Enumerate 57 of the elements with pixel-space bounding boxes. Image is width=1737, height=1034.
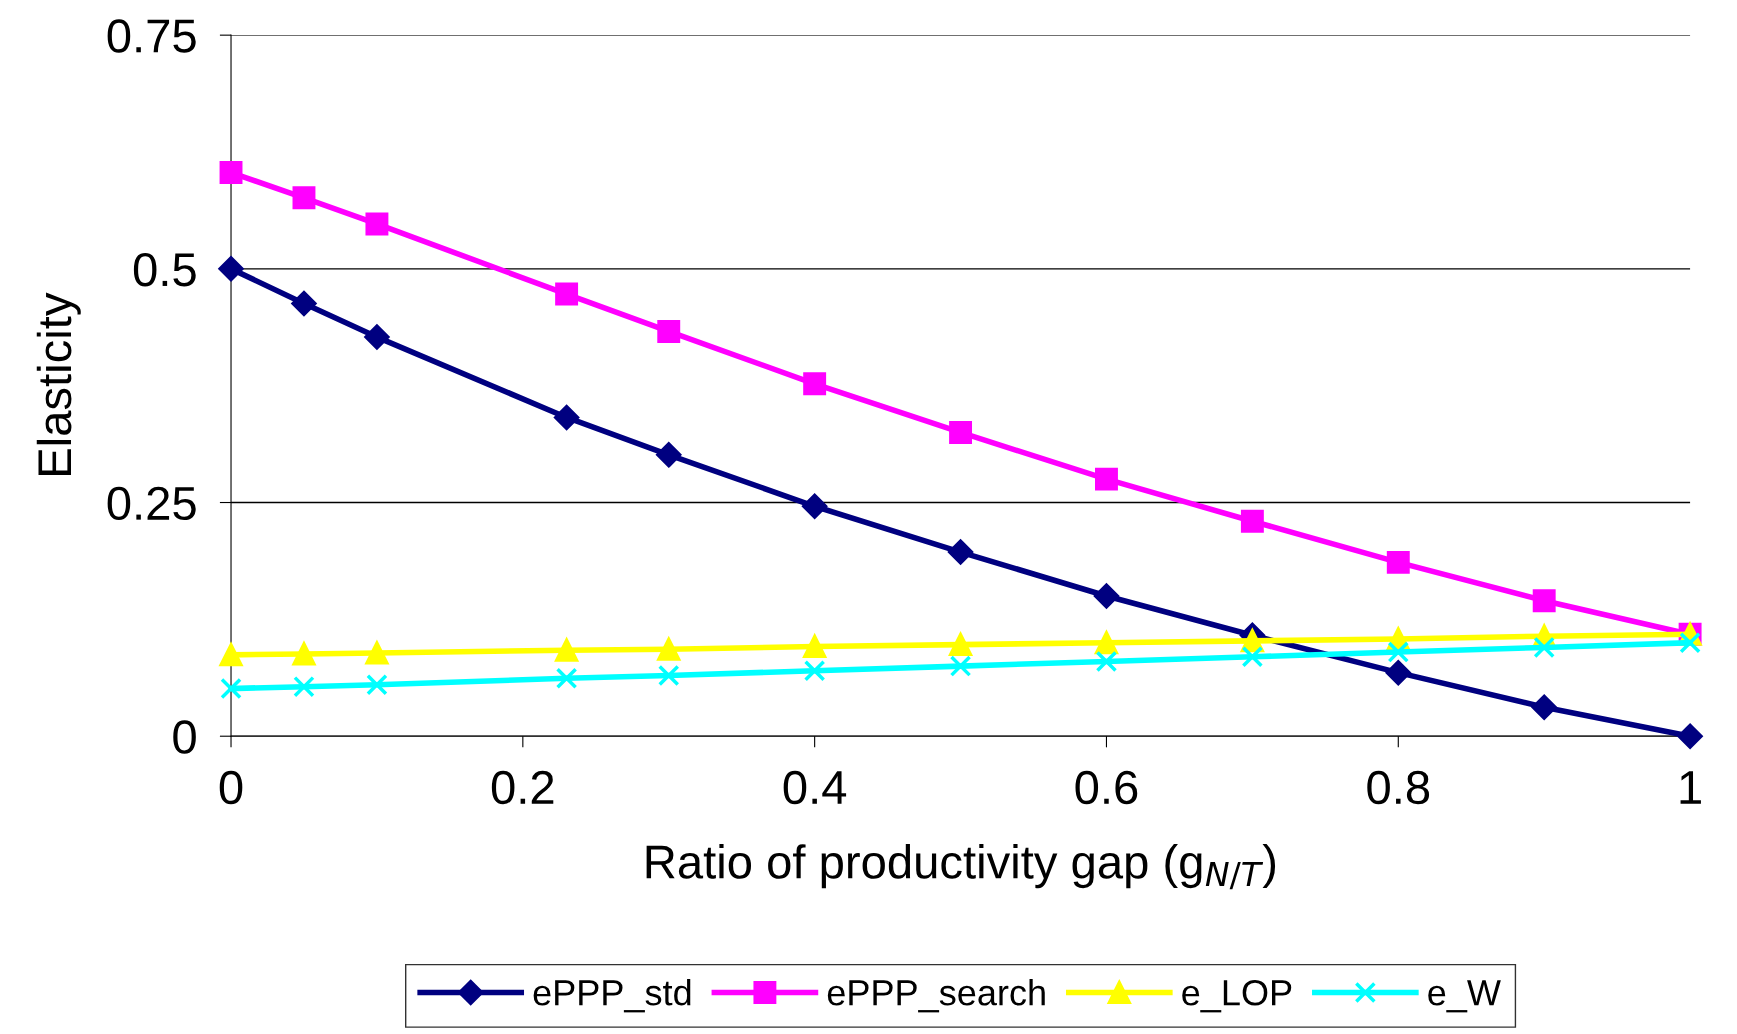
x-tick-label: 1 xyxy=(1680,771,1701,804)
x-tick-label: 0.6 xyxy=(1075,770,1138,805)
point xyxy=(1531,694,1557,720)
point xyxy=(1386,550,1410,574)
x-tick-label: 0.8 xyxy=(1367,770,1430,805)
point xyxy=(554,404,580,431)
point xyxy=(218,256,244,282)
point xyxy=(802,493,828,519)
point xyxy=(1679,631,1701,654)
point xyxy=(219,643,243,667)
y-axis-title: Elasticity xyxy=(36,292,81,475)
point xyxy=(1240,509,1264,533)
legend-label: e_W xyxy=(1428,980,1501,1013)
point xyxy=(657,664,680,687)
point xyxy=(292,642,316,666)
y-tick-label: 0 xyxy=(173,720,196,754)
x-tick-label: 0 xyxy=(219,770,243,805)
point xyxy=(948,539,974,565)
y-tick-label: 0.25 xyxy=(107,486,196,521)
point xyxy=(803,660,826,682)
x-axis-title: Ratio of productivity gap (g$_{N/T}$) xyxy=(646,844,1276,890)
legend-label: ePPP_search xyxy=(827,979,1045,1013)
legend-label: ePPP_std xyxy=(533,979,691,1013)
point xyxy=(656,635,682,661)
point xyxy=(293,675,315,698)
y-tick-label: 0.75 xyxy=(107,19,196,53)
point xyxy=(291,290,317,316)
point xyxy=(803,372,827,396)
point xyxy=(364,324,390,350)
point xyxy=(657,320,681,343)
point xyxy=(554,636,579,662)
point xyxy=(949,633,973,657)
point xyxy=(219,161,243,185)
legend-label: e_LOP xyxy=(1182,979,1292,1013)
point xyxy=(949,655,972,677)
point xyxy=(292,186,316,210)
point xyxy=(656,442,682,468)
point xyxy=(364,639,390,665)
point xyxy=(1095,631,1118,655)
point xyxy=(365,212,389,236)
point xyxy=(1095,467,1118,491)
x-tick-label: 0.4 xyxy=(783,770,847,805)
point xyxy=(1533,636,1555,659)
point xyxy=(366,674,388,696)
point xyxy=(1093,583,1120,609)
point xyxy=(1385,660,1411,686)
point xyxy=(949,420,973,444)
point xyxy=(555,667,578,690)
point xyxy=(1677,723,1703,749)
x-tick-label: 0.2 xyxy=(491,770,554,805)
point xyxy=(1095,650,1118,673)
point xyxy=(1387,641,1410,663)
point xyxy=(220,677,242,700)
point xyxy=(1532,589,1556,613)
point xyxy=(555,282,579,306)
point xyxy=(1241,645,1264,668)
y-tick-label: 0.5 xyxy=(133,252,196,287)
